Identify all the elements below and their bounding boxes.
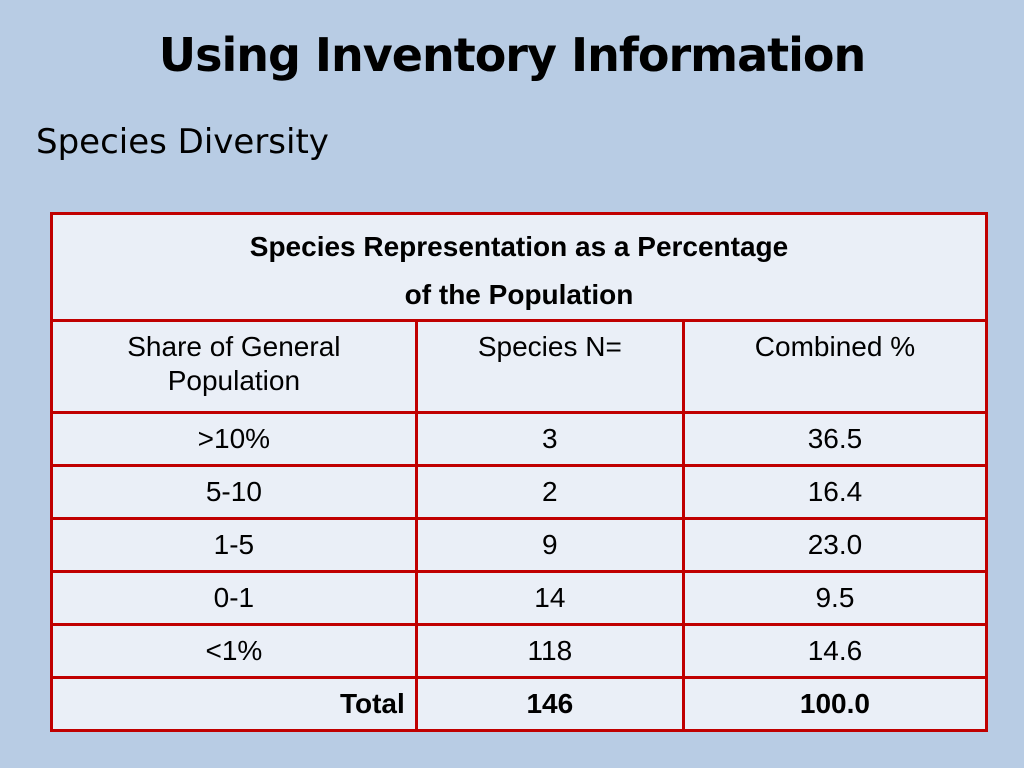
table-header-row: Share of General Population Species N= C… [50,319,989,414]
slide-subtitle: Species Diversity [36,122,329,162]
cell-combined: 36.5 [681,411,989,467]
total-label: Total [50,676,418,732]
column-header-share: Share of General Population [50,319,418,414]
cell-share: 5-10 [50,464,418,520]
column-header-species-n: Species N= [414,319,685,414]
table-caption: Species Representation as a Percentage o… [50,212,988,322]
table-caption-line-2: of the Population [404,279,634,310]
total-combined: 100.0 [681,676,989,732]
table-caption-line-1: Species Representation as a Percentage [249,231,789,262]
cell-combined: 23.0 [681,517,989,573]
cell-species-n: 3 [414,411,685,467]
cell-share: >10% [50,411,418,467]
table-row: <1% 118 14.6 [50,623,989,679]
cell-share: <1% [50,623,418,679]
cell-species-n: 118 [414,623,685,679]
cell-share: 1-5 [50,517,418,573]
total-species-n: 146 [414,676,685,732]
table-row: 5-10 2 16.4 [50,464,989,520]
table-caption-row: Species Representation as a Percentage o… [50,212,988,322]
cell-species-n: 9 [414,517,685,573]
column-header-combined: Combined % [681,319,989,414]
cell-species-n: 2 [414,464,685,520]
table-total-row: Total 146 100.0 [50,676,989,732]
cell-combined: 16.4 [681,464,989,520]
table-row: 1-5 9 23.0 [50,517,989,573]
cell-species-n: 14 [414,570,685,626]
cell-share: 0-1 [50,570,418,626]
table-row: 0-1 14 9.5 [50,570,989,626]
cell-combined: 14.6 [681,623,989,679]
table-row: >10% 3 36.5 [50,411,989,467]
species-table: Species Representation as a Percentage o… [50,212,989,732]
slide-title: Using Inventory Information [158,28,867,82]
cell-combined: 9.5 [681,570,989,626]
